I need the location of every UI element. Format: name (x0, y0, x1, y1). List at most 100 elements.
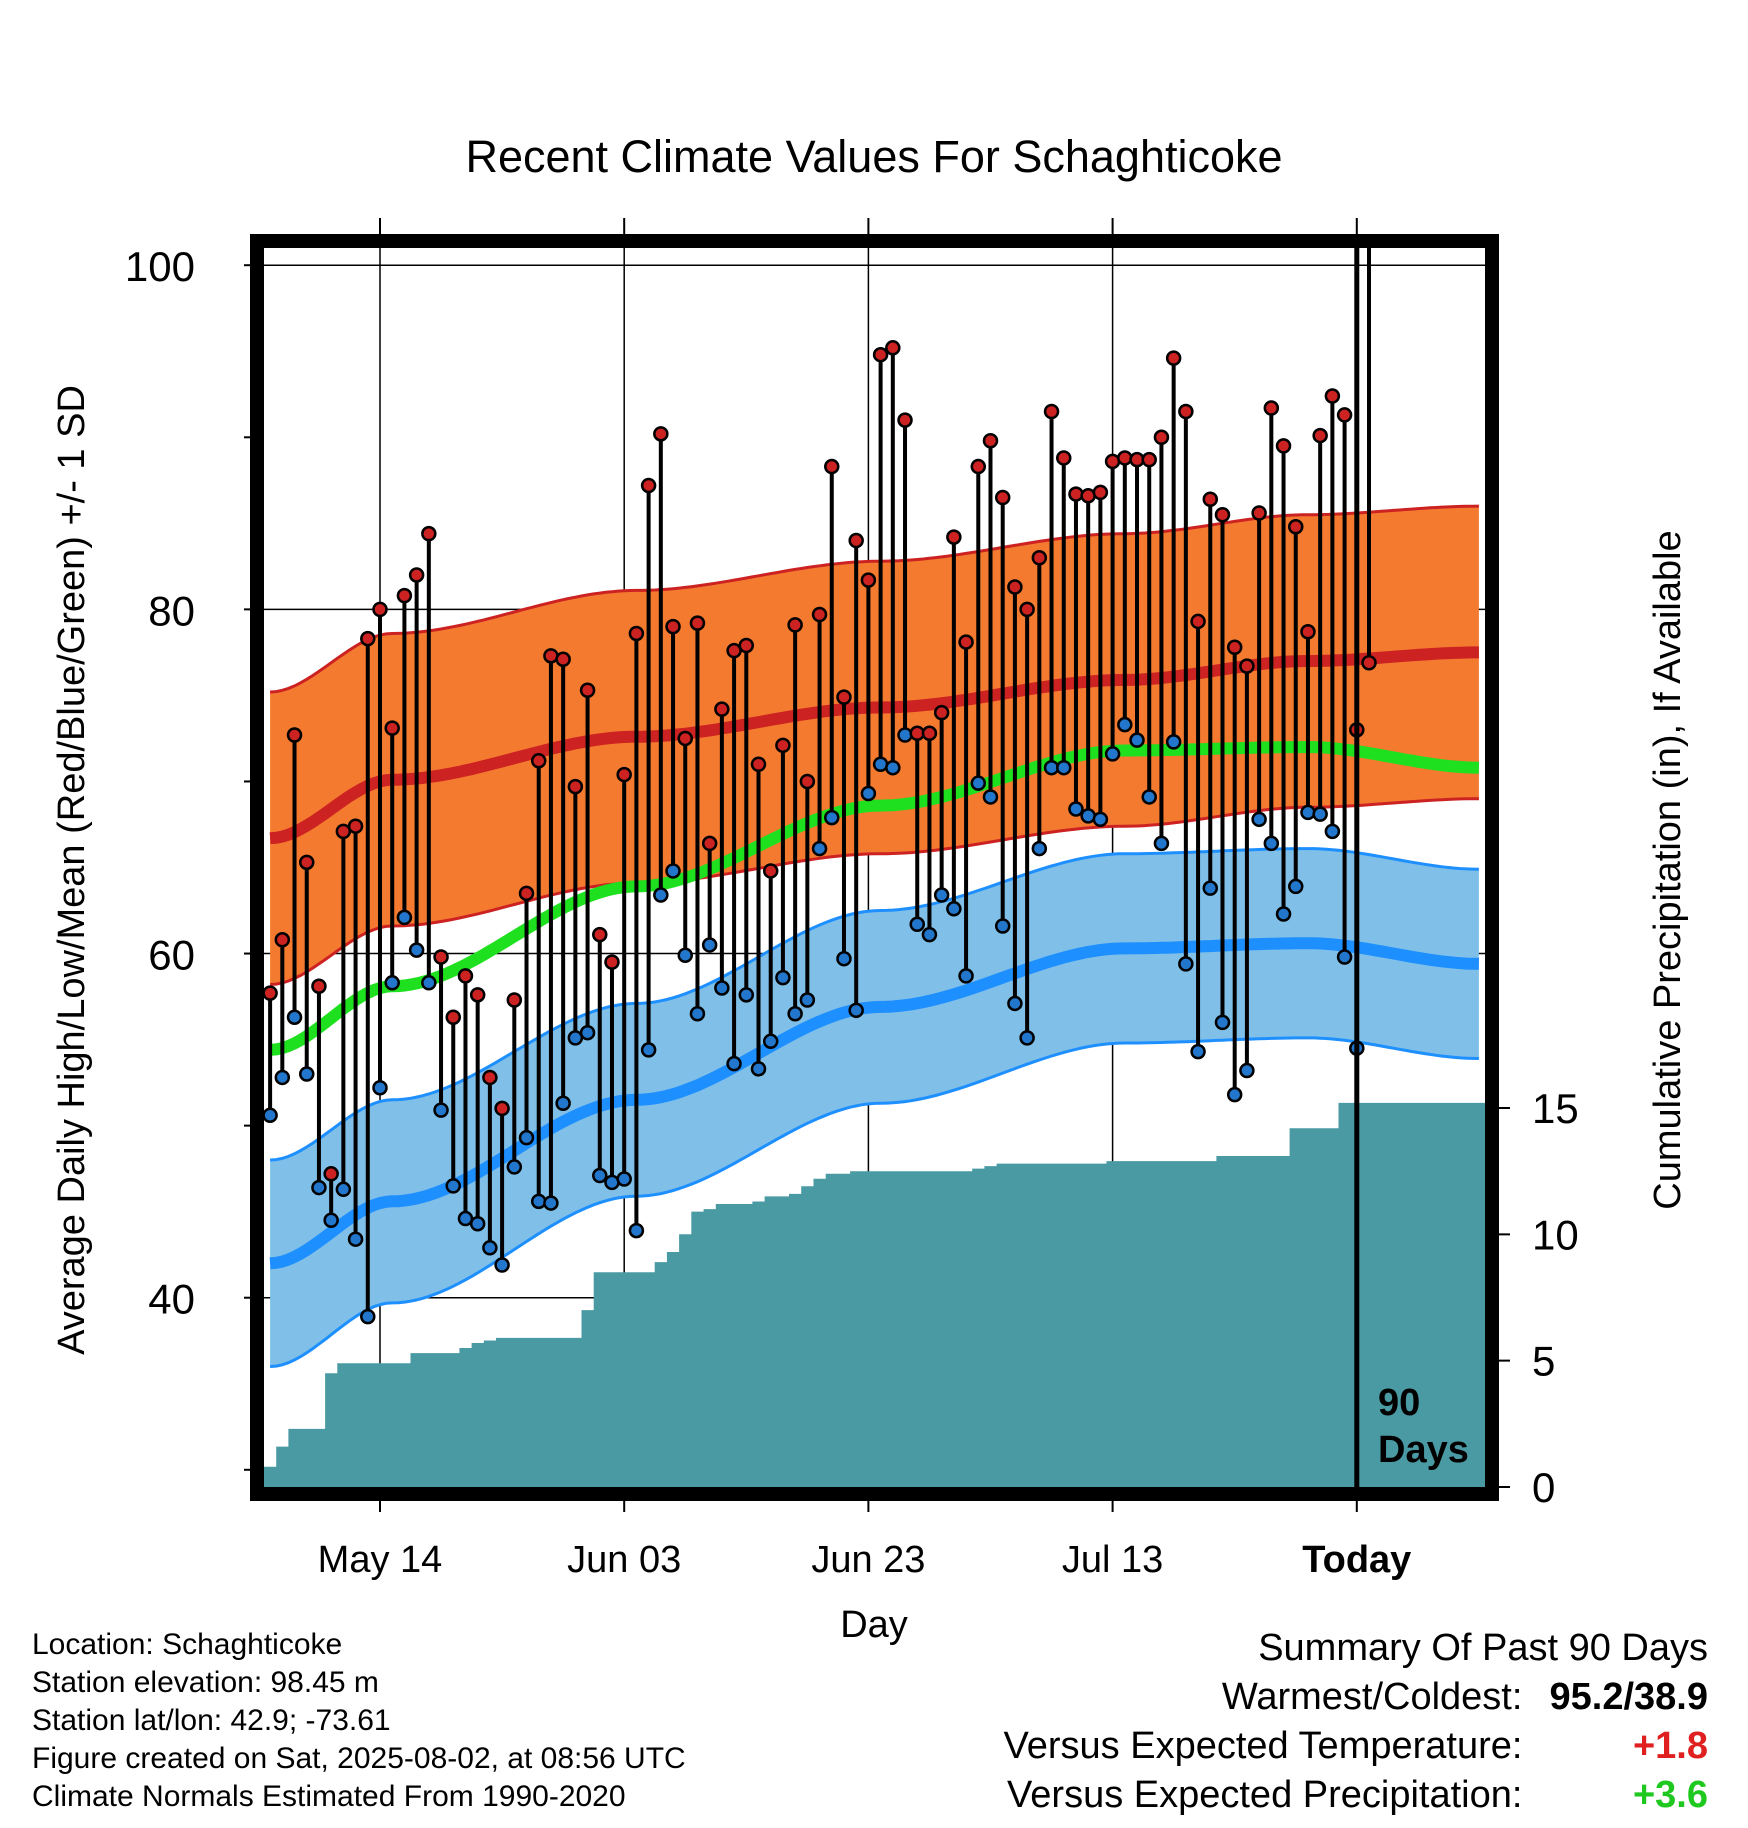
high-point (264, 985, 278, 1001)
high-point (274, 932, 291, 948)
low-point (469, 1215, 486, 1232)
low-point (946, 901, 962, 917)
summary-precip-row: Versus Expected Precipitation: +3.6 (1004, 1771, 1708, 1820)
low-point (909, 916, 925, 933)
low-point (445, 1178, 462, 1194)
high-point (360, 630, 376, 647)
low-point (1287, 878, 1304, 895)
low-point (1226, 1086, 1243, 1103)
high-point (286, 727, 303, 743)
high-point (738, 637, 755, 654)
high-point (762, 863, 779, 879)
low-point (421, 975, 437, 991)
x-tick-label: Today (1302, 1539, 1411, 1581)
high-point (1092, 484, 1109, 501)
low-point (982, 789, 999, 805)
high-point (628, 625, 645, 642)
low-point (555, 1095, 571, 1112)
low-point (1117, 716, 1133, 733)
high-point (396, 587, 413, 604)
high-point (323, 1166, 339, 1182)
low-point (653, 887, 669, 903)
low-point (1019, 1030, 1035, 1046)
low-point (1300, 804, 1316, 821)
low-point (1068, 801, 1084, 817)
low-point (616, 1171, 632, 1187)
summary-warmest-row: Warmest/Coldest: 95.2/38.9 (1004, 1673, 1708, 1722)
y-left-tick-label: 40 (148, 1276, 195, 1323)
summary-temp-row: Versus Expected Temperature: +1.8 (1004, 1722, 1708, 1771)
high-point (1336, 407, 1353, 423)
low-point (628, 1222, 645, 1239)
high-point (311, 978, 327, 994)
summary-precip-label: Versus Expected Precipitation: (1007, 1774, 1523, 1816)
low-sd-band-edge (270, 1036, 1479, 1368)
info-normals: Climate Normals Estimated From 1990-2020 (32, 1780, 626, 1813)
high-point (665, 618, 681, 635)
low-point (1214, 1014, 1231, 1031)
y-axis-right-label: Cumulative Precipitation (in), If Availa… (1647, 530, 1689, 1209)
high-point (408, 567, 425, 583)
summary-warmest-value: 95.2/38.9 (1549, 1676, 1708, 1718)
low-point (1165, 734, 1182, 750)
high-point (1324, 388, 1341, 404)
high-point (457, 968, 474, 984)
high-point (1178, 403, 1194, 420)
low-point (408, 942, 425, 958)
low-point (482, 1240, 498, 1256)
low-point (1190, 1043, 1206, 1060)
plot-frame (250, 234, 1499, 1501)
high-point (1239, 658, 1255, 674)
today-label-line1: 90 (1378, 1382, 1420, 1424)
low-point (311, 1179, 327, 1196)
low-point (994, 918, 1011, 934)
low-point (494, 1257, 510, 1273)
low-point (1363, 0, 1376, 7)
high-point (824, 458, 840, 475)
high-point (1190, 613, 1206, 630)
high-point (1117, 450, 1133, 466)
high-point (1275, 438, 1292, 454)
y-right-tick-label: 15 (1532, 1085, 1579, 1132)
x-axis-label: Day (840, 1604, 908, 1646)
y-left-tick-label: 100 (125, 243, 195, 290)
station-info: Location: Schaghticoke Station elevation… (32, 1626, 686, 1816)
high-point (604, 954, 620, 970)
low-point (335, 1181, 352, 1198)
low-point (1336, 949, 1353, 965)
high-point (872, 346, 889, 363)
high-point (1068, 486, 1084, 502)
info-location: Location: Schaghticoke (32, 1628, 343, 1661)
low-point (579, 1024, 596, 1041)
high-point (1165, 350, 1182, 366)
high-point (1263, 400, 1280, 416)
high-point (567, 778, 584, 795)
high-point (836, 689, 852, 705)
low-point (347, 1231, 364, 1247)
high-point (689, 615, 706, 631)
high-point (1007, 579, 1023, 595)
high-point (1251, 505, 1267, 521)
high-point (677, 730, 693, 747)
high-point (1153, 429, 1170, 446)
low-point (360, 1308, 376, 1325)
high-point (750, 756, 767, 772)
low-point (1263, 835, 1280, 852)
high-point (506, 992, 523, 1008)
low-point (665, 863, 681, 879)
low-point (750, 1061, 767, 1077)
summary-panel: Summary Of Past 90 Days Warmest/Coldest:… (1004, 1624, 1708, 1820)
summary-precip-value: +3.6 (1632, 1774, 1708, 1816)
high-point (653, 426, 669, 442)
y-left-tick-label: 60 (148, 932, 195, 979)
low-point (298, 1066, 315, 1082)
summary-temp-value: +1.8 (1632, 1725, 1708, 1767)
normal-mean-line (269, 740, 1479, 1056)
high-point (982, 432, 999, 449)
low-point (738, 987, 755, 1003)
precip-area (264, 1102, 1485, 1487)
axes: 40 60 80 100 0 5 10 15 May 14 Jun 03 Jun 23 Jul 13 T… (125, 218, 1579, 1581)
high-point (518, 885, 535, 902)
high-point (897, 412, 913, 428)
